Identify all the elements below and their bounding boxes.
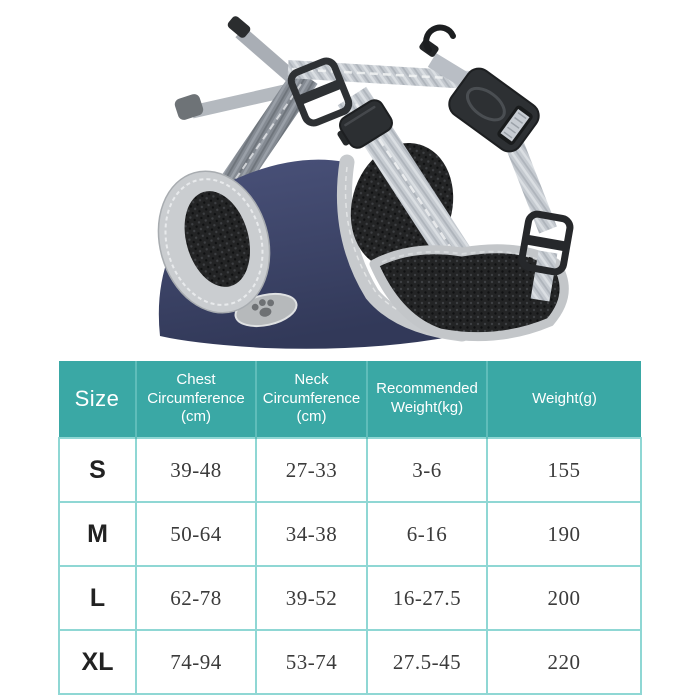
product-photo-harness — [157, 16, 574, 349]
size-label: XL — [58, 629, 137, 695]
neck-value: 53-74 — [255, 629, 368, 695]
chest-value: 50-64 — [135, 501, 257, 567]
paw-icon — [251, 299, 275, 317]
harness-buckle-male — [337, 99, 393, 149]
table-row-l: L 62-78 39-52 16-27.5 200 — [58, 565, 642, 631]
neck-value: 39-52 — [255, 565, 368, 631]
size-label: L — [58, 565, 137, 631]
chest-value: 39-48 — [135, 437, 257, 503]
column-header-size: Size — [59, 361, 136, 438]
leash-d-ring-icon — [419, 24, 456, 57]
column-header-recommended-weight: Recommended Weight(kg) — [366, 361, 487, 438]
chest-value: 74-94 — [135, 629, 257, 695]
size-chart-table: Size Chest Circumference (cm) Neck Circu… — [58, 361, 642, 695]
harness-triglide-right — [518, 210, 574, 276]
weight-value: 190 — [486, 501, 642, 567]
harness-buckle-female — [448, 67, 540, 153]
table-row-xl: XL 74-94 53-74 27.5-45 220 — [58, 629, 642, 695]
recommended-weight-value: 6-16 — [366, 501, 488, 567]
weight-value: 155 — [486, 437, 642, 503]
column-header-weight: Weight(g) — [486, 361, 641, 438]
neck-value: 34-38 — [255, 501, 368, 567]
column-header-neck: Neck Circumference (cm) — [255, 361, 367, 438]
recommended-weight-value: 16-27.5 — [366, 565, 488, 631]
neck-value: 27-33 — [255, 437, 368, 503]
column-header-chest: Chest Circumference (cm) — [135, 361, 256, 438]
weight-value: 200 — [486, 565, 642, 631]
harness-triglide-left — [287, 57, 353, 127]
harness-back-strap — [287, 60, 471, 89]
recommended-weight-value: 27.5-45 — [366, 629, 488, 695]
harness-neck-pad — [157, 170, 271, 314]
size-label: M — [58, 501, 137, 567]
chest-value: 62-78 — [135, 565, 257, 631]
table-row-m: M 50-64 34-38 6-16 190 — [58, 501, 642, 567]
recommended-weight-value: 3-6 — [366, 437, 488, 503]
size-chart-header: Size Chest Circumference (cm) Neck Circu… — [59, 361, 641, 438]
harness-belly-panel — [369, 244, 569, 342]
weight-value: 220 — [486, 629, 642, 695]
size-label: S — [58, 437, 137, 503]
table-row-s: S 39-48 27-33 3-6 155 — [58, 437, 642, 503]
